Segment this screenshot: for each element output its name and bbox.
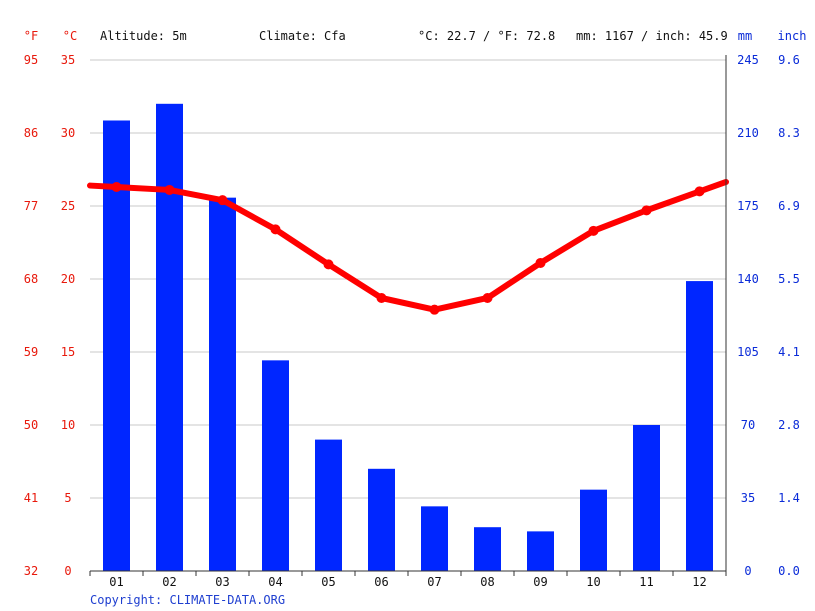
temperature-point: [111, 182, 122, 193]
celsius-tick-label: 10: [61, 418, 75, 432]
x-tick-label: 05: [321, 575, 335, 589]
celsius-tick-label: 20: [61, 272, 75, 286]
precipitation-bars: [103, 103, 713, 572]
temperature-series-line: [87, 178, 729, 313]
mm-tick-label: 105: [737, 345, 759, 359]
inch-tick-label: 4.1: [778, 345, 800, 359]
fahrenheit-tick-label: 86: [24, 126, 38, 140]
mm-tick-label: 35: [741, 491, 755, 505]
precipitation-bar: [103, 120, 130, 571]
grid-lines: [90, 59, 726, 499]
mm-unit-label: mm: [738, 29, 752, 43]
precipitation-bar: [156, 103, 183, 572]
climate-label: Climate: Cfa: [259, 29, 346, 43]
inch-axis: 0.0 1.4 2.8 4.1 5.5 6.9 8.3 9.6: [778, 53, 800, 578]
temperature-point: [641, 205, 652, 216]
mm-tick-label: 0: [744, 564, 751, 578]
inch-tick-label: 1.4: [778, 491, 800, 505]
fahrenheit-tick-label: 68: [24, 272, 38, 286]
precipitation-bar: [315, 439, 342, 571]
celsius-tick-label: 30: [61, 126, 75, 140]
x-tick-label: 01: [109, 575, 123, 589]
x-tick-label: 11: [639, 575, 653, 589]
inch-tick-label: 6.9: [778, 199, 800, 213]
temperature-summary: °C: 22.7 / °F: 72.8: [418, 29, 555, 43]
altitude-label: Altitude: 5m: [100, 29, 187, 43]
precipitation-bar: [368, 468, 395, 571]
temperature-point: [217, 195, 228, 206]
copyright-link[interactable]: Copyright: CLIMATE-DATA.ORG: [90, 593, 285, 607]
fahrenheit-tick-label: 32: [24, 564, 38, 578]
inch-tick-label: 2.8: [778, 418, 800, 432]
temperature-point: [323, 259, 334, 270]
fahrenheit-unit-label: °F: [24, 29, 38, 43]
x-tick-label: 04: [268, 575, 282, 589]
fahrenheit-tick-label: 50: [24, 418, 38, 432]
temperature-point: [429, 304, 440, 315]
mm-tick-label: 70: [741, 418, 755, 432]
celsius-tick-label: 5: [64, 491, 71, 505]
mm-tick-label: 245: [737, 53, 759, 67]
fahrenheit-tick-label: 41: [24, 491, 38, 505]
inch-tick-label: 5.5: [778, 272, 800, 286]
x-tick-label: 02: [162, 575, 176, 589]
temperature-point: [376, 292, 387, 303]
precipitation-bar: [580, 489, 607, 571]
inch-tick-label: 9.6: [778, 53, 800, 67]
fahrenheit-tick-label: 95: [24, 53, 38, 67]
x-axis-ticks: 01 02 03 04 05 06 07 08 09 10 11 12: [89, 571, 727, 589]
fahrenheit-tick-label: 77: [24, 199, 38, 213]
precipitation-bar: [474, 527, 501, 571]
celsius-tick-label: 25: [61, 199, 75, 213]
mm-axis: 0 35 70 105 140 175 210 245: [737, 53, 759, 578]
inch-tick-label: 0.0: [778, 564, 800, 578]
precipitation-bar: [686, 281, 713, 571]
mm-tick-label: 140: [737, 272, 759, 286]
x-tick-label: 07: [427, 575, 441, 589]
celsius-unit-label: °C: [63, 29, 77, 43]
temperature-point: [588, 225, 599, 236]
x-tick-label: 03: [215, 575, 229, 589]
temperature-point: [535, 257, 546, 268]
temperature-point: [694, 186, 705, 197]
inch-tick-label: 8.3: [778, 126, 800, 140]
mm-tick-label: 210: [737, 126, 759, 140]
temperature-line: [87, 178, 729, 315]
precipitation-bar: [421, 506, 448, 571]
temperature-point: [482, 292, 493, 303]
mm-tick-label: 175: [737, 199, 759, 213]
fahrenheit-axis: 32 41 50 59 68 77 86 95: [24, 53, 38, 578]
x-tick-label: 08: [480, 575, 494, 589]
x-tick-label: 09: [533, 575, 547, 589]
precipitation-bar: [633, 425, 660, 571]
precipitation-summary: mm: 1167 / inch: 45.9: [576, 29, 728, 43]
precipitation-bar: [262, 360, 289, 571]
precipitation-bar: [209, 197, 236, 571]
inch-unit-label: inch: [778, 29, 807, 43]
celsius-tick-label: 15: [61, 345, 75, 359]
x-tick-label: 06: [374, 575, 388, 589]
temperature-point: [270, 224, 281, 235]
celsius-tick-label: 35: [61, 53, 75, 67]
celsius-tick-label: 0: [64, 564, 71, 578]
x-tick-label: 12: [692, 575, 706, 589]
x-tick-label: 10: [586, 575, 600, 589]
precipitation-bar: [527, 531, 554, 571]
temperature-point: [164, 184, 175, 195]
fahrenheit-tick-label: 59: [24, 345, 38, 359]
celsius-axis: 0 5 10 15 20 25 30 35: [61, 53, 75, 578]
